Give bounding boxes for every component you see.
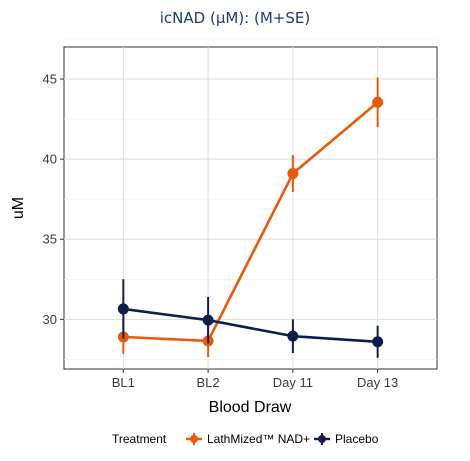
data-point bbox=[202, 314, 214, 326]
legend-title: Treatment bbox=[112, 432, 167, 446]
y-tick-label: 45 bbox=[43, 72, 57, 87]
x-tick-label: BL2 bbox=[197, 375, 220, 390]
x-tick-label: Day 13 bbox=[357, 375, 398, 390]
legend-key bbox=[314, 433, 330, 445]
legend: Treatment LathMized™ NAD+ Placebo bbox=[112, 432, 379, 446]
series-line bbox=[123, 307, 378, 344]
x-tick-label: BL1 bbox=[112, 375, 135, 390]
series-line bbox=[123, 101, 379, 343]
y-tick-label: 30 bbox=[43, 312, 57, 327]
data-point bbox=[117, 303, 129, 315]
legend-items: LathMized™ NAD+ Placebo bbox=[186, 432, 379, 446]
chart-title: icNAD (μM): (M+SE) bbox=[160, 9, 310, 27]
y-axis-title: uM bbox=[10, 197, 27, 219]
y-tick-label: 40 bbox=[43, 152, 57, 167]
data-point bbox=[287, 330, 299, 342]
data-point bbox=[287, 168, 299, 180]
y-tick-label: 35 bbox=[43, 232, 57, 247]
legend-label: Placebo bbox=[335, 432, 379, 446]
series-2 bbox=[117, 279, 384, 358]
x-axis-title: Blood Draw bbox=[209, 399, 292, 416]
legend-key-point bbox=[318, 435, 326, 443]
x-tick-label: Day 11 bbox=[273, 375, 313, 390]
data-point bbox=[372, 336, 384, 348]
legend-key bbox=[186, 433, 202, 445]
series-layer bbox=[117, 77, 384, 358]
plot-panel bbox=[63, 46, 438, 370]
data-point bbox=[372, 96, 384, 108]
axes: 30 35 40 45 BL1 BL2 Day 11 Day 13 bbox=[43, 72, 399, 390]
legend-key-point bbox=[190, 435, 198, 443]
legend-label: LathMized™ NAD+ bbox=[207, 432, 310, 446]
